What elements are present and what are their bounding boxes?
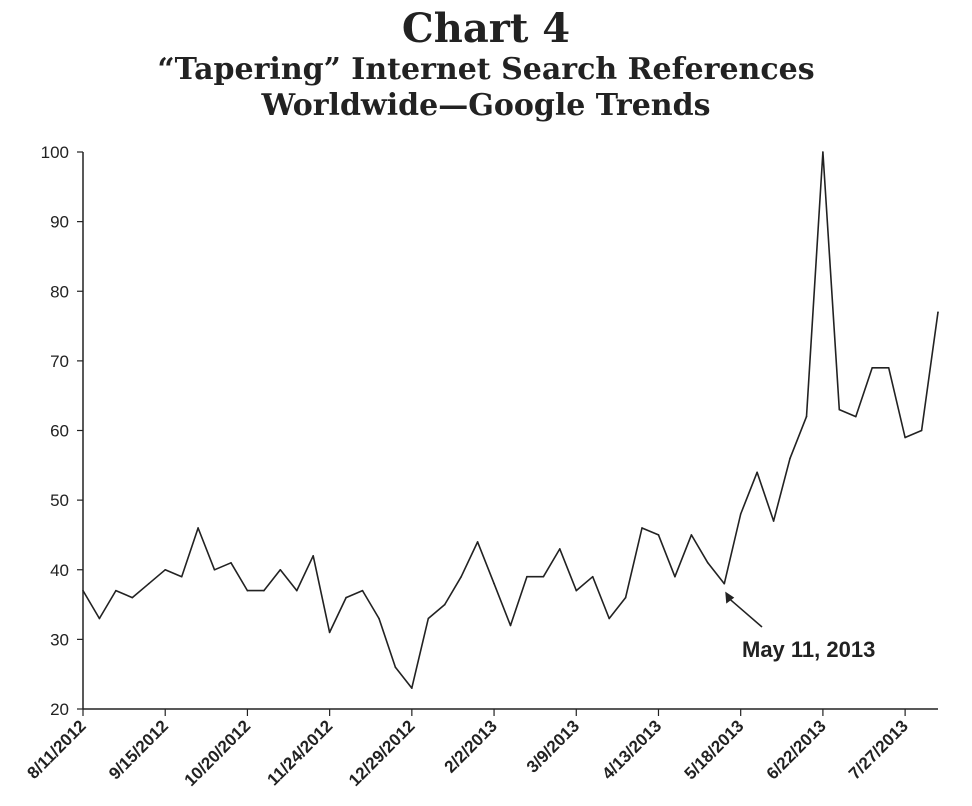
y-tick-label-80: 80 <box>50 282 69 301</box>
data-point <box>624 596 627 599</box>
data-point <box>723 582 726 585</box>
data-point <box>345 596 347 599</box>
data-point <box>279 568 282 571</box>
data-point <box>854 415 857 418</box>
chart-series <box>82 151 939 689</box>
data-point <box>542 575 545 578</box>
data-point <box>887 367 890 369</box>
data-point <box>246 589 249 592</box>
y-tick-label-100: 100 <box>41 143 69 162</box>
data-point <box>526 575 528 578</box>
y-tick-label-60: 60 <box>50 422 69 441</box>
y-tick-label-50: 50 <box>50 491 69 510</box>
chart-subtitle-line1: “Tapering” Internet Search References <box>157 52 815 87</box>
data-point <box>674 575 676 578</box>
data-point <box>575 589 578 592</box>
x-tick-label-0: 8/11/2012 <box>24 716 90 782</box>
x-tick-label-1: 9/15/2012 <box>105 716 172 783</box>
data-point <box>707 561 709 564</box>
annotation-arrow-head <box>725 591 735 604</box>
data-point <box>739 513 742 515</box>
data-point <box>361 589 364 592</box>
data-point <box>608 617 610 620</box>
data-point <box>378 617 380 620</box>
data-point <box>641 527 643 529</box>
data-point <box>772 520 775 522</box>
data-point <box>509 624 512 627</box>
data-point <box>871 367 874 369</box>
annotation-arrow-line <box>728 598 763 628</box>
data-point <box>937 311 939 313</box>
data-point <box>394 666 397 669</box>
annotation-label: May 11, 2013 <box>742 637 875 662</box>
x-tick-label-9: 6/22/2013 <box>763 716 830 783</box>
data-point <box>756 471 758 474</box>
chart-annotation: May 11, 2013 <box>725 591 875 662</box>
y-tick-label-30: 30 <box>50 630 69 649</box>
data-point <box>904 436 906 439</box>
data-point <box>131 596 134 599</box>
data-point <box>822 151 824 153</box>
data-point <box>263 589 265 592</box>
data-point <box>98 617 101 620</box>
x-tick-label-5: 2/2/2013 <box>441 716 501 776</box>
data-point <box>838 408 841 411</box>
data-point <box>493 582 495 585</box>
data-point <box>115 589 117 592</box>
data-point <box>805 415 808 418</box>
data-point <box>147 582 150 585</box>
chart-subtitle-line2: Worldwide—Google Trends <box>261 88 711 123</box>
data-point <box>443 603 446 606</box>
data-point <box>690 534 693 536</box>
data-point <box>427 617 430 620</box>
data-point <box>197 527 199 529</box>
x-tick-label-7: 4/13/2013 <box>598 716 665 783</box>
data-point <box>230 561 232 564</box>
data-point <box>312 555 314 557</box>
data-point <box>657 534 660 536</box>
x-tick-label-3: 11/24/2012 <box>264 716 337 789</box>
data-point <box>82 589 84 592</box>
data-point <box>460 575 462 578</box>
data-point <box>476 541 479 543</box>
x-tick-label-6: 3/9/2013 <box>523 716 583 776</box>
x-tick-label-2: 10/20/2012 <box>181 716 255 790</box>
data-point <box>591 575 594 578</box>
x-tick-label-8: 5/18/2013 <box>681 716 748 783</box>
y-tick-label-70: 70 <box>50 352 69 371</box>
data-point <box>213 568 216 571</box>
y-tick-label-90: 90 <box>50 213 69 232</box>
series-line-0 <box>82 151 939 689</box>
y-tick-label-20: 20 <box>50 700 69 719</box>
y-axis-ticks: 20 30 40 50 60 70 80 90 100 <box>41 143 83 719</box>
data-point <box>920 429 923 432</box>
data-point <box>411 687 413 689</box>
x-tick-label-10: 7/27/2013 <box>845 716 912 783</box>
data-point <box>164 568 167 571</box>
data-point <box>180 575 183 578</box>
x-axis-ticks: 8/11/2012 9/15/2012 10/20/2012 11/24/2012 12… <box>24 709 912 790</box>
data-point <box>789 457 791 460</box>
chart-title: Chart 4 <box>401 5 571 52</box>
data-point <box>295 589 298 592</box>
y-tick-label-40: 40 <box>50 561 69 580</box>
data-point <box>328 631 331 634</box>
data-point <box>559 548 561 550</box>
x-tick-label-4: 12/29/2012 <box>345 716 419 790</box>
